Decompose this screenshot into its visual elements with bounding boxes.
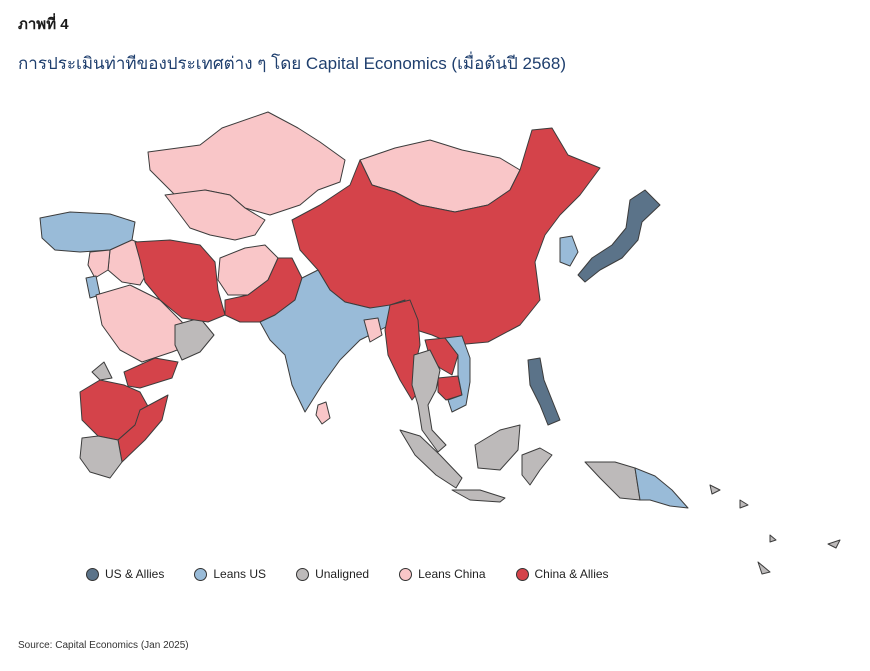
region-new-guinea-west	[584, 461, 641, 501]
region-pacific-islands	[709, 484, 841, 575]
legend-label: US & Allies	[105, 567, 165, 581]
region-vietnam	[444, 335, 471, 413]
legend-swatch	[296, 567, 310, 581]
map-legend: US & Allies Leans US Unaligned Leans China C…	[86, 567, 639, 581]
region-papua-new-guinea	[634, 467, 689, 509]
legend-item-unaligned: Unaligned	[296, 567, 369, 581]
region-borneo	[474, 424, 521, 471]
map-title: การประเมินท่าทีของประเทศต่าง ๆ โดย Capit…	[18, 54, 566, 73]
legend-label: China & Allies	[534, 567, 609, 581]
region-java	[451, 489, 506, 503]
region-somalia	[117, 394, 169, 463]
region-yemen	[123, 357, 179, 389]
region-central-asia	[164, 189, 266, 241]
legend-label: Leans US	[213, 567, 267, 581]
region-bangladesh	[363, 317, 383, 343]
legend-item-china: China & Allies	[515, 567, 609, 581]
region-oman	[174, 317, 215, 361]
region-sumatra	[399, 429, 463, 489]
source-note: Source: Capital Economics (Jan 2025)	[18, 640, 189, 651]
region-syria	[87, 249, 111, 279]
region-iran	[134, 239, 226, 323]
region-japan	[577, 189, 661, 283]
region-sulawesi	[521, 447, 553, 486]
region-sudan	[91, 361, 113, 381]
region-thailand	[411, 349, 447, 453]
legend-swatch	[515, 567, 529, 581]
legend-swatch	[86, 567, 99, 581]
region-kenya	[79, 435, 123, 479]
region-philippines	[527, 357, 561, 426]
legend-swatch	[399, 567, 413, 581]
figure-label: ภาพที่ 4	[18, 16, 69, 33]
legend-item-leans-china: Leans China	[399, 567, 486, 581]
legend-item-us: US & Allies	[86, 567, 164, 581]
legend-swatch	[194, 567, 208, 581]
region-south-korea	[559, 235, 579, 267]
legend-label: Unaligned	[315, 567, 370, 581]
legend-item-leans-us: Leans US	[194, 567, 266, 581]
legend-label: Leans China	[418, 567, 486, 581]
region-sri-lanka	[315, 401, 331, 425]
